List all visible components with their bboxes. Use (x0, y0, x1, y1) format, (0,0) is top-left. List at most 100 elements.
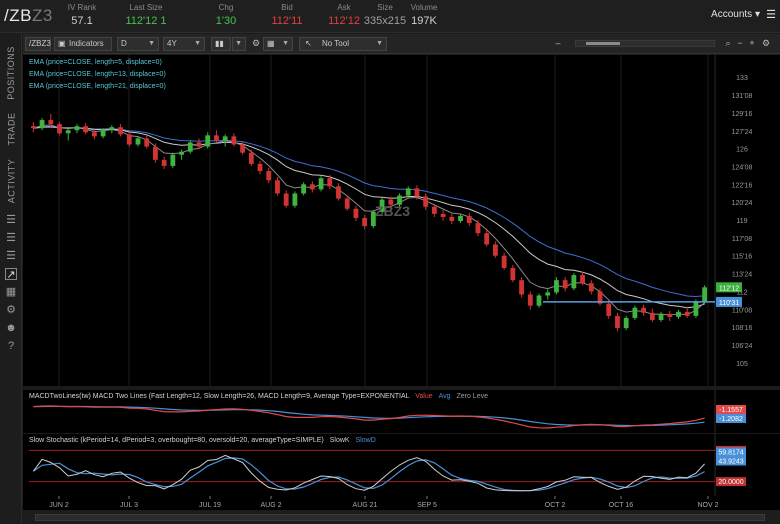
horizontal-scrollbar[interactable] (35, 514, 765, 521)
price-tick-label: 108'16 (732, 325, 753, 332)
price-tick-label: 120'24 (732, 200, 753, 207)
candle-body (588, 283, 594, 292)
layout-button[interactable]: ▦ ▼ (263, 37, 293, 51)
x-tick-label: AUG 21 (353, 502, 378, 509)
candle-body (344, 198, 350, 209)
quote-field-size: Size 335x215 (355, 3, 415, 27)
candle-body (615, 315, 620, 329)
list-icon[interactable]: ☰ (6, 250, 16, 262)
x-tick-label: JUL 3 (120, 502, 138, 509)
legend-zero: Zero Leve (456, 393, 488, 400)
indicators-icon: ▣ (58, 39, 66, 48)
candle-body (65, 130, 71, 134)
candle-body (458, 215, 463, 222)
people-icon[interactable]: ☻ (5, 322, 17, 334)
price-chart[interactable]: 133 131'08 129'16 127'24 126 124'08 122'16 120'… (23, 55, 780, 386)
drawing-tool-select[interactable]: ↖ No Tool ▼ (299, 37, 387, 51)
candle-body (423, 196, 429, 207)
candle-body (449, 216, 455, 222)
settings-icon[interactable]: ⚙ (251, 38, 261, 48)
price-tick-label: 105 (736, 361, 748, 368)
macd-label[interactable]: MACDTwoLines(tw) MACD Two Lines (Fast Le… (29, 393, 488, 400)
time-scrollbar[interactable] (575, 40, 715, 47)
candle-body (484, 233, 490, 245)
candle-body (362, 217, 368, 227)
price-tick-label: 122'16 (732, 182, 753, 189)
x-tick-label: OCT 2 (545, 502, 566, 509)
candle-body (83, 126, 89, 133)
legend-avg: Avg (438, 393, 451, 400)
list-icon[interactable]: ☰ (6, 214, 16, 226)
tab-positions[interactable]: POSITIONS (6, 46, 17, 100)
quote-field-value: 112'12 (328, 15, 360, 27)
study-label-ema5[interactable]: EMA (price=CLOSE, length=5, displace=0) (29, 59, 162, 66)
symbol-title[interactable]: /ZBZ3 (4, 6, 53, 25)
plus-icon[interactable]: + (749, 38, 755, 48)
candle-body (57, 124, 62, 134)
candle-body (301, 184, 307, 194)
hamburger-icon[interactable]: ☰ (766, 9, 776, 21)
range-select[interactable]: 4Y ▼ (163, 37, 205, 51)
price-chart-panel[interactable]: 133 131'08 129'16 127'24 126 124'08 122'16 120'… (23, 55, 780, 386)
candle-body (510, 267, 516, 281)
chevron-down-icon: ▼ (194, 40, 201, 47)
accounts-menu[interactable]: Accounts ▾ (711, 9, 760, 20)
x-tick-label: NOV 2 (697, 502, 718, 509)
help-icon[interactable]: ? (7, 340, 15, 352)
macd-panel[interactable]: -1.1557 -1.2082 MACDTwoLines(tw) MACD Two… (23, 390, 780, 433)
chart-type-dropdown[interactable]: ▼ (232, 37, 246, 51)
candle-body (179, 151, 184, 155)
price-tick-label: 129'16 (732, 111, 753, 118)
candle-body (684, 311, 690, 316)
chevron-down-icon: ▾ (754, 9, 760, 20)
stochastic-label[interactable]: Slow Stochastic (kPeriod=14, dPeriod=3, … (29, 437, 376, 444)
chart-type-button[interactable]: ▮▮ (211, 37, 231, 51)
candle-body (109, 127, 115, 130)
tab-activity[interactable]: ACTIVITY (6, 158, 17, 204)
aggregation-select[interactable]: D ▼ (117, 37, 159, 51)
grid-icon[interactable]: ▦ (5, 286, 17, 298)
scroll-thumb[interactable] (586, 42, 620, 45)
slowd-line (33, 457, 705, 492)
minus-icon[interactable]: − (737, 38, 743, 48)
tab-trade[interactable]: TRADE (6, 112, 17, 146)
macd-chart[interactable]: -1.1557 -1.2082 (23, 390, 780, 433)
candle-body (292, 193, 298, 206)
price-flag (716, 282, 742, 293)
candle-body (205, 135, 211, 147)
stoch-flag-label: 20.0000 (718, 479, 743, 486)
candle-body (126, 134, 132, 145)
price-tick-label: 119 (736, 218, 747, 225)
settings-icon[interactable]: ⚙ (761, 38, 771, 48)
ema-21-line (33, 126, 705, 298)
search-icon[interactable]: ⌕ (725, 38, 731, 48)
price-tick-label: 112 (736, 289, 747, 296)
list-icon[interactable]: ☰ (6, 232, 16, 244)
chart-toolbar: /ZBZ3 ▣ Indicators D ▼ 4Y ▼ ▮▮ ▼ ⚙ ▦ ▼ ↖ No… (23, 34, 780, 54)
indicators-button[interactable]: ▣ Indicators (54, 37, 112, 51)
candle-body (501, 255, 507, 268)
stoch-flag (716, 456, 746, 466)
legend-slowk: SlowK (329, 437, 350, 444)
candle-body (118, 127, 123, 135)
x-tick-label: JUL 19 (199, 502, 221, 509)
quote-field-label: Chg (218, 3, 234, 12)
candle-body (658, 313, 664, 320)
symbol-watermark: ZBZ3 (375, 203, 410, 219)
candle-body (388, 199, 394, 205)
symbol-field[interactable]: /ZBZ3 (25, 37, 51, 51)
chart-icon[interactable]: ↗ (5, 268, 17, 281)
study-label-ema21[interactable]: EMA (price=CLOSE, length=21, displace=0) (29, 83, 166, 90)
quote-field-bid: Bid 112'11 (257, 3, 317, 27)
x-tick-label: JUN 2 (49, 502, 69, 509)
price-tick-label: 110'08 (732, 307, 752, 314)
quote-field-iv-rank: IV Rank 57.1 (52, 3, 112, 27)
candle-body (667, 313, 673, 317)
dash-icon[interactable]: – (555, 38, 561, 48)
price-tick-label: 115'16 (732, 254, 752, 261)
time-axis: JUN 2 JUL 3 JUL 19 AUG 2 AUG 21 SEP 5 OCT 2 OCT… (23, 496, 780, 510)
study-label-ema13[interactable]: EMA (price=CLOSE, length=13, displace=0) (29, 71, 166, 78)
settings-icon[interactable]: ⚙ (6, 304, 16, 316)
